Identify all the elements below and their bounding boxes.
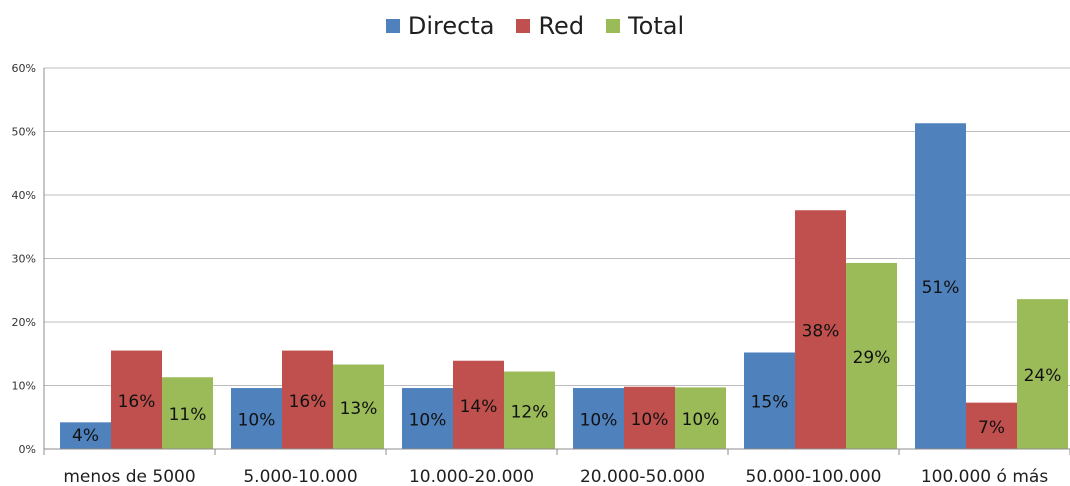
bar-red [282, 350, 333, 449]
bar-directa [573, 388, 624, 449]
x-tick-label: 20.000-50.000 [580, 467, 705, 486]
data-label: 11% [169, 405, 207, 425]
data-label: 4% [72, 426, 99, 446]
legend-label-directa: Directa [407, 12, 495, 40]
x-axis: menos de 5000 5.000-10.000 10.000-20.000 20… [43, 448, 1070, 486]
bar-total [1017, 299, 1068, 449]
bar-red [795, 210, 846, 449]
bar-total [675, 387, 726, 449]
legend-swatch-directa [385, 19, 400, 33]
x-tick-label: menos de 5000 [63, 467, 195, 486]
legend-swatch-red [516, 19, 531, 33]
data-label: 14% [460, 397, 498, 417]
data-label: 10% [580, 411, 618, 431]
data-label: 15% [751, 393, 789, 413]
y-tick-label: 60% [12, 62, 36, 75]
bar-directa [744, 352, 795, 449]
bar-red [111, 350, 162, 449]
data-label: 12% [511, 402, 549, 422]
y-tick-label: 0% [19, 443, 36, 456]
bar-directa [402, 388, 453, 449]
bar-total [504, 371, 555, 449]
y-tick-label: 40% [12, 189, 36, 202]
data-label: 10% [631, 410, 669, 430]
data-label: 10% [238, 411, 276, 431]
data-label: 7% [978, 418, 1005, 438]
bar-total [333, 364, 384, 449]
x-tick-label: 10.000-20.000 [409, 467, 534, 486]
legend-item-total: Total [606, 12, 684, 40]
bar-directa [915, 123, 966, 450]
data-label: 51% [922, 278, 960, 298]
x-tick-label: 100.000 ó más [921, 467, 1048, 486]
bar-red [453, 360, 504, 449]
legend-item-red: Red [516, 12, 584, 40]
data-label: 16% [289, 392, 327, 412]
bar-directa [231, 388, 282, 449]
x-tick-label: 5.000-10.000 [243, 467, 357, 486]
data-label: 16% [118, 392, 156, 412]
data-label: 24% [1024, 366, 1062, 386]
bar-red [624, 386, 675, 449]
bar-total [162, 377, 213, 449]
legend-item-directa: Directa [385, 12, 495, 40]
y-axis: 0% 10% 20% 30% 40% 50% 60% [12, 62, 45, 456]
data-label: 29% [853, 348, 891, 368]
legend-label-total: Total [628, 12, 685, 40]
y-tick-label: 30% [12, 253, 36, 266]
x-tick-label: 50.000-100.000 [746, 467, 882, 486]
data-label: 10% [682, 410, 720, 430]
data-labels: 4% 16% 11% 10% 16% 13% 10% 14% 12% 10% 10% 10% 15% 38… [72, 278, 1061, 446]
y-tick-label: 50% [12, 126, 36, 139]
y-tick-label: 10% [12, 380, 36, 393]
bar-red [966, 402, 1017, 449]
data-label: 13% [340, 399, 378, 419]
data-label: 38% [802, 322, 840, 342]
legend-swatch-total [606, 19, 621, 33]
legend-label-red: Red [538, 12, 585, 40]
y-tick-label: 20% [12, 316, 36, 329]
bar-total [846, 262, 897, 449]
bar-directa [60, 422, 111, 449]
legend: Directa Red Total [0, 12, 1070, 40]
bars [60, 123, 1068, 450]
data-label: 10% [409, 411, 447, 431]
